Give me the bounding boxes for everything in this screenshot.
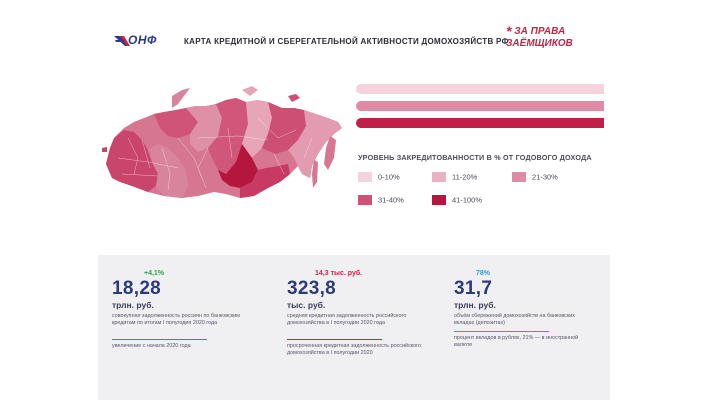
stat-note: просроченная кредитная задолженность рос…	[287, 343, 421, 357]
legend-label: 31-40%	[378, 195, 404, 205]
legend-label: 11-20%	[452, 172, 478, 182]
legend-label: 41-100%	[452, 195, 483, 205]
stat-delta: 78%	[476, 270, 491, 277]
stat-unit: тыс. руб.	[287, 300, 326, 310]
map-novaya-zemlya	[172, 88, 190, 108]
slogan-line1: ЗА ПРАВА	[514, 26, 566, 37]
map-kamchatka	[324, 136, 336, 170]
stat-unit: трлн. руб.	[112, 300, 154, 310]
page-title: КАРТА КРЕДИТНОЙ И СБЕРЕГАТЕЛЬНОЙ АКТИВНО…	[184, 37, 509, 46]
legend-swatch	[432, 195, 446, 206]
legend-title: УРОВЕНЬ ЗАКРЕДИТОВАННОСТИ В % ОТ ГОДОВОГ…	[358, 153, 592, 162]
map-region-krasnoyarsk	[242, 100, 272, 158]
map-region-ural	[186, 104, 222, 152]
scale-bar-light	[356, 84, 604, 94]
stat-description: совокупная задолженность россиян по банк…	[112, 313, 240, 327]
scale-bar-medium	[356, 101, 604, 111]
map-borders	[117, 117, 313, 191]
stat-divider	[454, 331, 549, 332]
stat-description: средняя кредитная задолженность российск…	[287, 313, 407, 327]
stat-unit: трлн. руб.	[454, 300, 496, 310]
stat-divider	[287, 339, 382, 340]
stat-value: 18,28	[112, 278, 162, 299]
map-region-fareast	[288, 110, 342, 178]
legend-item-31-40: 31-40%	[358, 195, 404, 206]
map-region-yakutia	[262, 102, 306, 154]
map-region-irkutsk	[218, 144, 258, 188]
legend-swatch	[358, 195, 372, 206]
map-kaliningrad	[102, 147, 107, 152]
legend-swatch	[512, 172, 526, 183]
stat-note: процент вкладов в рублях, 21% — в иностр…	[454, 335, 579, 349]
slogan-line2: ЗАЁМЩИКОВ	[506, 38, 573, 49]
stat-description: объём сбережений домохозяйств на банковс…	[454, 313, 575, 327]
stat-note: увеличение с начала 2020 года	[112, 343, 191, 349]
map-region-south	[240, 164, 290, 198]
map-region-central	[148, 144, 188, 198]
legend-item-11-20: 11-20%	[432, 172, 478, 183]
map-region-west	[106, 130, 158, 192]
map-severnaya-zemlya	[242, 86, 258, 96]
map-region-north	[154, 106, 198, 138]
stat-value: 323,8	[287, 278, 337, 299]
russia-map	[102, 86, 342, 198]
stat-delta: +4,1%	[144, 270, 165, 277]
legend-item-41-100: 41-100%	[432, 195, 483, 206]
map-region-siberia	[208, 98, 248, 174]
slogan-star: *	[506, 23, 512, 39]
stat-value: 31,7	[454, 278, 493, 299]
onf-logo-icon	[114, 36, 130, 46]
legend-swatch	[432, 172, 446, 183]
legend-label: 21-30%	[532, 172, 558, 182]
map-sakhalin	[312, 160, 318, 188]
map-new-siberian-islands	[288, 94, 300, 102]
legend-item-21-30: 21-30%	[512, 172, 558, 183]
legend-swatch	[358, 172, 372, 183]
stat-divider	[112, 339, 207, 340]
stat-delta: 14,3 тыс. руб.	[315, 270, 363, 277]
scale-bar-dark	[356, 118, 604, 128]
legend-label: 0-10%	[378, 172, 400, 182]
header: ОНФ КАРТА КРЕДИТНОЙ И СБЕРЕГАТЕЛЬНОЙ АКТ…	[0, 0, 710, 70]
stats-panel	[98, 255, 610, 400]
logo-text: ОНФ	[128, 33, 157, 47]
legend-item-0-10: 0-10%	[358, 172, 400, 183]
slogan: * ЗА ПРАВА ЗАЁМЩИКОВ	[506, 23, 596, 50]
